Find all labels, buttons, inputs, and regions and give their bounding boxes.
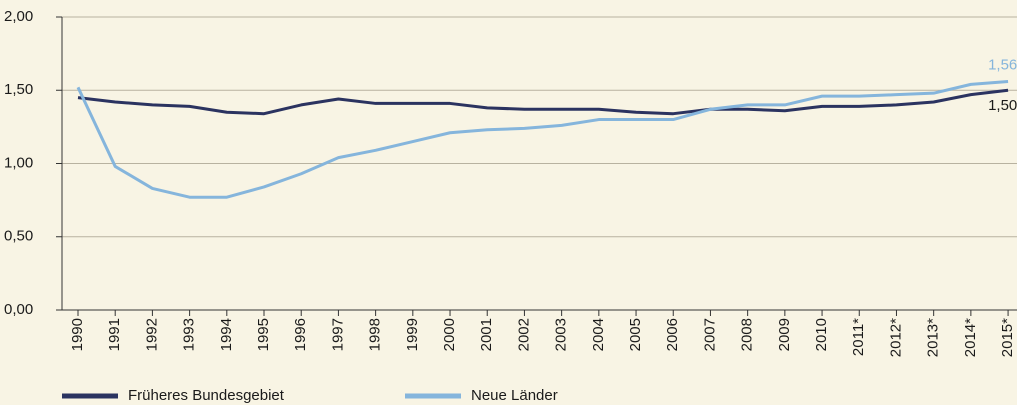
- x-tick-label: 2004: [590, 318, 607, 351]
- x-tick-label: 1993: [181, 318, 198, 351]
- x-tick-label: 2015*: [999, 318, 1016, 357]
- x-tick-label: 2000: [441, 318, 458, 351]
- x-tick-label: 2008: [739, 318, 756, 351]
- y-tick-label: 1,50: [4, 81, 33, 98]
- x-tick-label: 2002: [515, 318, 532, 351]
- y-tick-label: 2,00: [4, 8, 33, 25]
- x-tick-label: 2009: [776, 318, 793, 351]
- y-tick-label: 0,50: [4, 228, 33, 245]
- x-tick-label: 2005: [627, 318, 644, 351]
- x-tick-label: 2001: [478, 318, 495, 351]
- x-tick-label: 2003: [553, 318, 570, 351]
- x-tick-label: 1991: [106, 318, 123, 351]
- x-tick-label: 2011*: [850, 318, 867, 356]
- x-tick-label: 2010: [813, 318, 830, 351]
- x-tick-label: 2013*: [925, 318, 942, 357]
- series-line: [76, 79, 1009, 199]
- x-tick-label: 2006: [664, 318, 681, 351]
- value-label: 1,56: [988, 56, 1017, 73]
- x-tick-label: 1995: [255, 318, 272, 351]
- x-tick-label: 1994: [218, 318, 235, 351]
- x-tick-label: 2012*: [887, 318, 904, 357]
- y-tick-label: 1,00: [4, 154, 33, 171]
- x-tick-label: 1992: [143, 318, 160, 351]
- legend-label: Früheres Bundesgebiet: [128, 387, 285, 404]
- x-tick-label: 2014*: [962, 318, 979, 357]
- series-line: [77, 88, 1009, 116]
- y-tick-label: 0,00: [4, 301, 33, 318]
- value-label: 1,50: [988, 97, 1017, 114]
- x-tick-label: 1996: [292, 318, 309, 351]
- x-tick-label: 2007: [701, 318, 718, 351]
- x-tick-label: 1999: [404, 318, 421, 351]
- legend-label: Neue Länder: [471, 387, 558, 404]
- x-tick-label: 1998: [367, 318, 384, 351]
- x-tick-label: 1990: [69, 318, 86, 351]
- x-tick-label: 1997: [329, 318, 346, 351]
